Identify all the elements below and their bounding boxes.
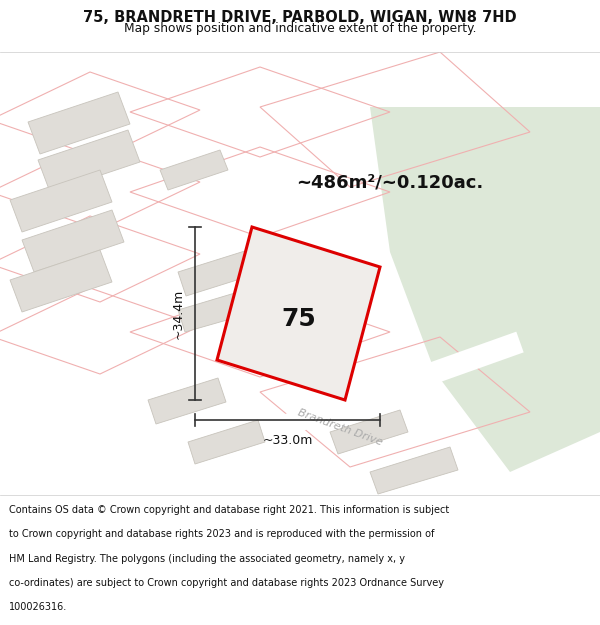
Text: to Crown copyright and database rights 2023 and is reproduced with the permissio: to Crown copyright and database rights 2…	[9, 529, 434, 539]
Polygon shape	[178, 287, 262, 332]
Polygon shape	[28, 92, 130, 154]
Polygon shape	[151, 332, 524, 482]
Text: Brandreth Drive: Brandreth Drive	[296, 407, 384, 447]
Polygon shape	[22, 210, 124, 272]
Text: ~34.4m: ~34.4m	[172, 288, 185, 339]
Polygon shape	[160, 150, 228, 190]
Polygon shape	[38, 130, 140, 192]
Polygon shape	[10, 250, 112, 312]
Text: HM Land Registry. The polygons (including the associated geometry, namely x, y: HM Land Registry. The polygons (includin…	[9, 554, 405, 564]
Polygon shape	[330, 410, 408, 454]
Polygon shape	[178, 250, 256, 296]
Text: ~486m²/~0.120ac.: ~486m²/~0.120ac.	[296, 173, 484, 191]
Text: ~33.0m: ~33.0m	[262, 434, 313, 447]
Polygon shape	[370, 107, 600, 472]
Text: 100026316.: 100026316.	[9, 602, 67, 612]
Text: Contains OS data © Crown copyright and database right 2021. This information is : Contains OS data © Crown copyright and d…	[9, 506, 449, 516]
Polygon shape	[148, 378, 226, 424]
Text: co-ordinates) are subject to Crown copyright and database rights 2023 Ordnance S: co-ordinates) are subject to Crown copyr…	[9, 578, 444, 587]
Polygon shape	[188, 420, 265, 464]
Text: 75: 75	[281, 306, 316, 331]
Polygon shape	[10, 170, 112, 232]
Text: Map shows position and indicative extent of the property.: Map shows position and indicative extent…	[124, 22, 476, 36]
Polygon shape	[370, 447, 458, 494]
Polygon shape	[217, 227, 380, 400]
Text: 75, BRANDRETH DRIVE, PARBOLD, WIGAN, WN8 7HD: 75, BRANDRETH DRIVE, PARBOLD, WIGAN, WN8…	[83, 11, 517, 26]
